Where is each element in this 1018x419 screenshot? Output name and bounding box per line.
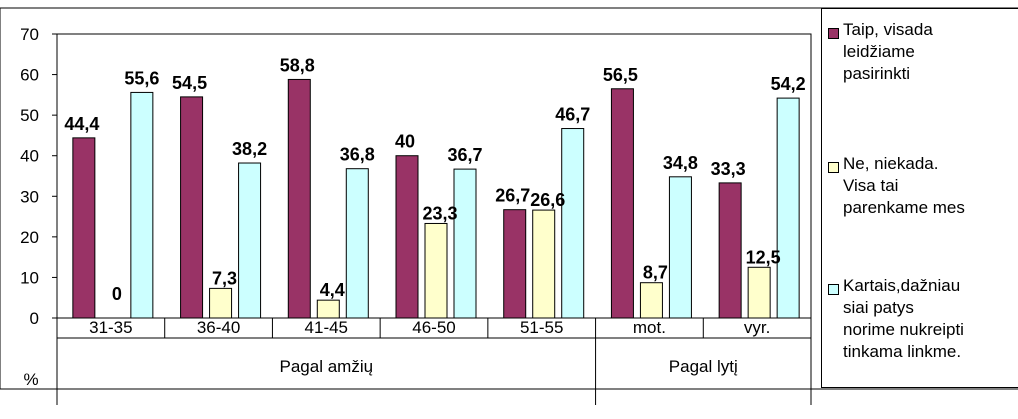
data-label: 4,4	[320, 280, 345, 300]
y-tick-label: 60	[20, 66, 39, 85]
category-label: 51-55	[520, 318, 563, 337]
bar	[561, 128, 585, 319]
category-label: 36-40	[197, 318, 240, 337]
legend-item-ne: Ne, niekada. Visa tai parenkame mes	[828, 153, 1018, 219]
data-label: 58,8	[280, 55, 315, 75]
y-tick-label: 20	[20, 228, 39, 247]
legend-item-taip: Taip, visada leidžiame pasirinkti	[828, 19, 1018, 85]
data-label: 33,3	[711, 159, 746, 179]
bar	[639, 282, 663, 319]
category-label: 46-50	[412, 318, 455, 337]
y-axis-label: %	[23, 370, 38, 389]
data-label: 36,8	[340, 145, 375, 165]
category-label: vyr.	[744, 318, 770, 337]
bar	[287, 78, 311, 319]
bar	[424, 222, 448, 319]
bar	[747, 266, 771, 319]
data-label: 54,5	[172, 73, 207, 93]
group-label: Pagal lytį	[669, 357, 738, 376]
data-label: 56,5	[603, 65, 638, 85]
y-tick-label: 0	[30, 309, 39, 328]
bar	[532, 209, 556, 319]
data-label: 23,3	[422, 203, 457, 223]
legend-label-ne: Ne, niekada. Visa tai parenkame mes	[843, 154, 965, 217]
data-label: 8,7	[643, 263, 668, 283]
y-tick-label: 50	[20, 106, 39, 125]
bar	[610, 88, 634, 319]
group-label: Pagal amžių	[280, 357, 374, 376]
legend-swatch-taip	[828, 28, 839, 39]
data-label: 38,2	[232, 139, 267, 159]
bar	[718, 182, 742, 319]
data-label: 0	[112, 284, 122, 304]
y-tick-label: 40	[20, 147, 39, 166]
legend: Taip, visada leidžiame pasirinkti Ne, ni…	[821, 8, 1018, 388]
legend-label-taip: Taip, visada leidžiame pasirinkti	[843, 20, 933, 83]
data-label: 46,7	[555, 105, 590, 125]
bar	[130, 91, 154, 319]
category-label: 31-35	[89, 318, 132, 337]
legend-swatch-kartais	[828, 284, 839, 295]
bar	[238, 162, 262, 319]
category-label: mot.	[633, 318, 666, 337]
bar	[503, 209, 527, 319]
bar	[453, 168, 477, 319]
bar	[72, 137, 96, 319]
legend-swatch-ne	[828, 162, 839, 173]
data-label: 54,2	[771, 74, 806, 94]
bar	[180, 96, 204, 319]
chart-frame	[0, 7, 1018, 390]
data-label: 55,6	[124, 68, 159, 88]
legend-item-kartais: Kartais,dažniau siai patys norime nukrei…	[828, 275, 1018, 363]
y-tick-label: 10	[20, 268, 39, 287]
legend-label-kartais: Kartais,dažniau siai patys norime nukrei…	[843, 276, 964, 361]
data-label: 26,7	[495, 186, 530, 206]
bar	[668, 176, 692, 319]
data-label: 7,3	[212, 268, 237, 288]
data-label: 34,8	[663, 153, 698, 173]
bar	[395, 155, 419, 319]
bar	[345, 168, 369, 319]
data-label: 40	[395, 132, 415, 152]
category-label: 41-45	[305, 318, 348, 337]
data-label: 36,7	[447, 145, 482, 165]
bar	[776, 97, 800, 319]
data-label: 26,6	[530, 190, 565, 210]
bar	[316, 299, 340, 319]
data-label: 12,5	[746, 247, 781, 267]
y-tick-label: 30	[20, 187, 39, 206]
bar	[209, 287, 233, 319]
y-tick-label: 70	[20, 25, 39, 44]
data-label: 44,4	[64, 114, 99, 134]
